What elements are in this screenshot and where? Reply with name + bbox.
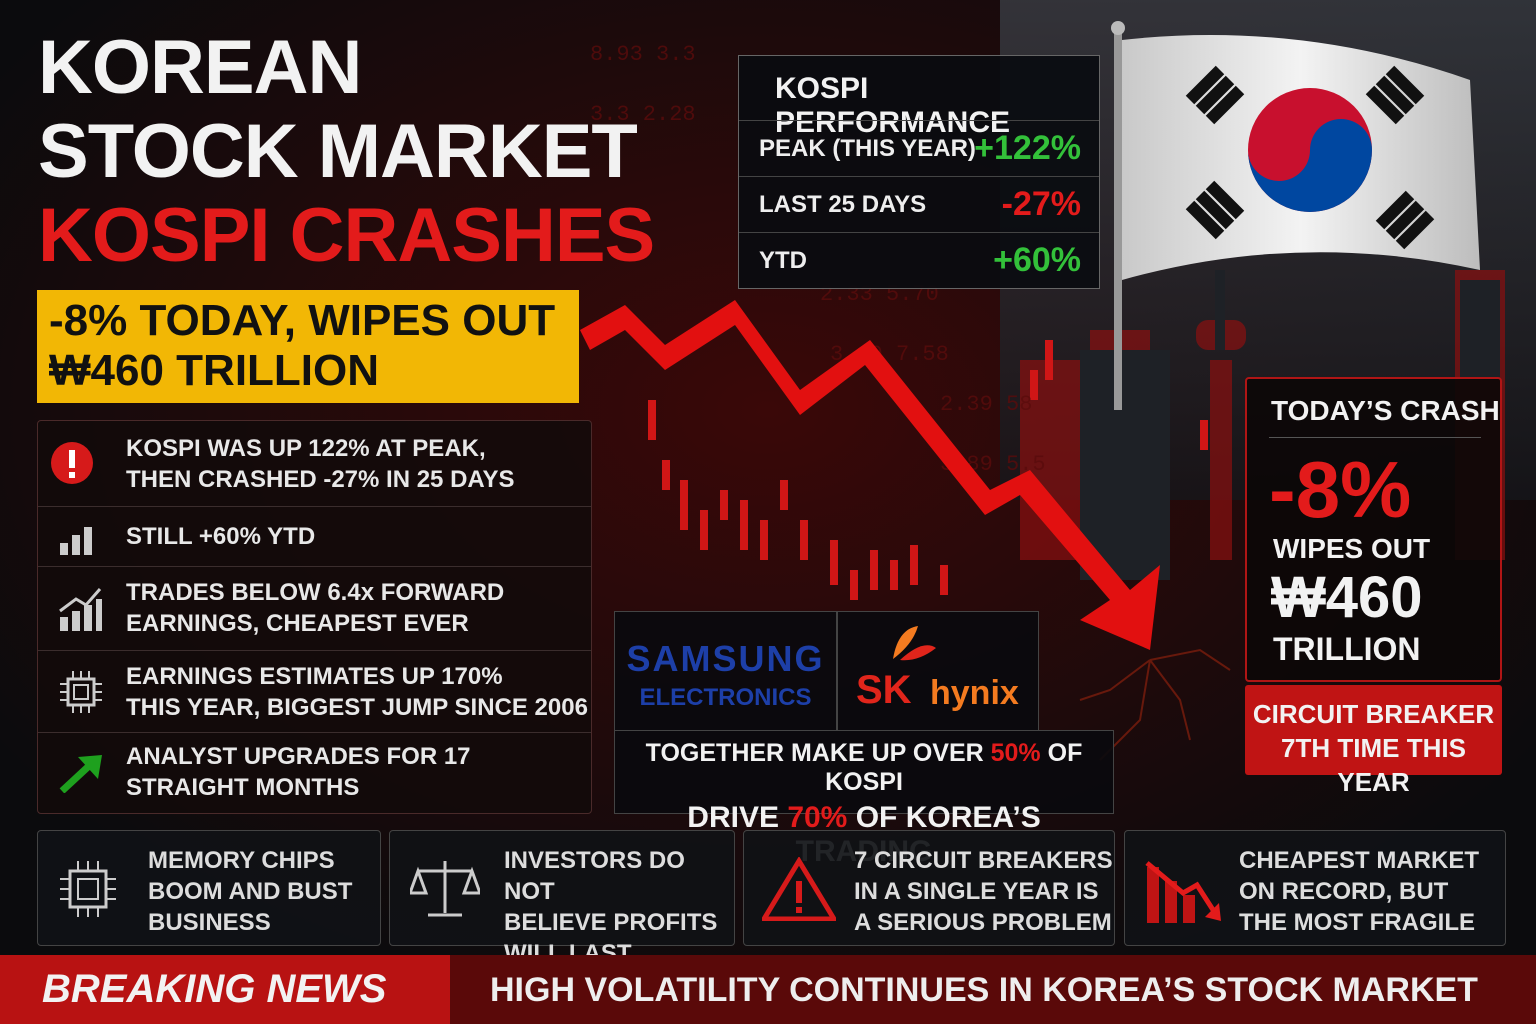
card-line: IN A SINGLE YEAR IS [854, 878, 1099, 905]
performance-title: KOSPI PERFORMANCE [775, 72, 1011, 139]
alert-icon [51, 442, 93, 484]
share-text: DRIVE [687, 801, 788, 834]
card-line: CHEAPEST MARKET [1239, 847, 1480, 874]
row-value: +60% [993, 241, 1081, 279]
point-line: THEN CRASHED -27% IN 25 DAYS [126, 466, 515, 493]
crash-box: TODAY’S CRASH -8% WIPES OUT ₩460 TRILLIO… [1245, 377, 1502, 682]
point: EARNINGS ESTIMATES UP 170% THIS YEAR, BIG… [38, 651, 591, 733]
row-label: LAST 25 DAYS [759, 191, 927, 218]
card-line: ON RECORD, BUT [1239, 878, 1449, 905]
point-line: KOSPI WAS UP 122% AT PEAK, [126, 435, 486, 462]
crash-amount: ₩460 [1271, 565, 1423, 630]
sk-hynix-logo: SK hynix [837, 611, 1039, 731]
point: KOSPI WAS UP 122% AT PEAK, THEN CRASHED -… [38, 421, 591, 507]
card: INVESTORS DO NOT BELIEVE PROFITS WILL LAST [389, 830, 735, 967]
samsung-logo: SAMSUNG ELECTRONICS [614, 611, 837, 731]
row-label: PEAK (THIS YEAR) [759, 135, 976, 162]
headline-line: STOCK MARKET [38, 109, 638, 194]
point-text: EARNINGS ESTIMATES UP 170% THIS YEAR, BIG… [126, 661, 588, 723]
point-line: TRADES BELOW 6.4x FORWARD [126, 579, 505, 606]
sk-butterfly [893, 626, 936, 661]
performance-row: LAST 25 DAYS -27% [739, 176, 1099, 232]
banner-line: ₩460 TRILLION [49, 346, 380, 395]
card-line: BUSINESS [148, 909, 271, 936]
performance-row: PEAK (THIS YEAR) +122% [739, 120, 1099, 176]
growth-icon [59, 588, 102, 631]
ticker-label: BREAKING NEWS [42, 967, 387, 1011]
ticker: BREAKING NEWS HIGH VOLATILITY CONTINUES … [0, 955, 1536, 1024]
card-line: MEMORY CHIPS [148, 847, 335, 874]
card-text: 7 CIRCUIT BREAKERS IN A SINGLE YEAR IS A S… [854, 845, 1113, 938]
ticker-label-box: BREAKING NEWS [0, 955, 450, 1024]
chip-icon [60, 861, 116, 917]
hynix-text: hynix [930, 674, 1019, 712]
card-line: THE MOST FRAGILE [1239, 909, 1475, 936]
decline-icon [1145, 861, 1221, 923]
card-line: BOOM AND BUST [148, 878, 353, 905]
warning-icon [762, 857, 836, 921]
crash-value: -8% [1269, 445, 1412, 534]
share-text: OF KOSPI [825, 739, 1083, 796]
point-text: TRADES BELOW 6.4x FORWARD EARNINGS, CHEAP… [126, 577, 504, 639]
divider [1269, 437, 1481, 438]
crash-line: TRILLION [1273, 631, 1421, 667]
headline-line: KOREAN [38, 25, 362, 110]
scale-icon [410, 861, 480, 917]
card-line: INVESTORS DO NOT [504, 847, 685, 905]
svg-text:8.93 3.3: 8.93 3.3 [590, 42, 696, 67]
point: TRADES BELOW 6.4x FORWARD EARNINGS, CHEAP… [38, 567, 591, 651]
share-text: TOGETHER MAKE UP OVER [645, 739, 991, 767]
card-text: MEMORY CHIPS BOOM AND BUST BUSINESS [148, 845, 352, 938]
ticker-text: HIGH VOLATILITY CONTINUES IN KOREA’S STO… [490, 971, 1478, 1009]
headline-line: KOSPI CRASHES [38, 193, 655, 278]
share-highlight: 70% [787, 801, 848, 834]
circuit-line: CIRCUIT BREAKER [1252, 699, 1495, 729]
card-line: 7 CIRCUIT BREAKERS [854, 847, 1113, 874]
share-line: TOGETHER MAKE UP OVER 50% OF KOSPI [615, 739, 1113, 797]
point-text: KOSPI WAS UP 122% AT PEAK, THEN CRASHED -… [126, 433, 515, 495]
banner-line: -8% TODAY, WIPES OUT [49, 296, 556, 345]
chip-icon [60, 671, 102, 713]
sk-text: SK [856, 668, 912, 712]
up-arrow-icon [59, 755, 102, 793]
samsung-name: SAMSUNG [626, 638, 825, 679]
performance-row: YTD +60% [739, 232, 1099, 288]
point: STILL +60% YTD [38, 507, 591, 567]
card-text: CHEAPEST MARKET ON RECORD, BUT THE MOST FR… [1239, 845, 1479, 938]
point-line: ANALYST UPGRADES FOR 17 [126, 743, 471, 770]
point-text: ANALYST UPGRADES FOR 17 STRAIGHT MONTHS [126, 741, 471, 803]
row-value: -27% [1001, 185, 1081, 223]
performance-table: KOSPI PERFORMANCE PEAK (THIS YEAR) +122% … [738, 55, 1100, 289]
share-highlight: 50% [990, 739, 1041, 767]
point-line: EARNINGS, CHEAPEST EVER [126, 610, 469, 637]
circuit-box: CIRCUIT BREAKER 7TH TIME THIS YEAR [1245, 685, 1502, 797]
point-text: STILL +60% YTD [126, 521, 315, 552]
card: CHEAPEST MARKET ON RECORD, BUT THE MOST FR… [1124, 830, 1506, 946]
card-line: A SERIOUS PROBLEM [854, 909, 1112, 936]
card: 7 CIRCUIT BREAKERS IN A SINGLE YEAR IS A S… [743, 830, 1115, 946]
svg-text:2.39 58: 2.39 58 [940, 392, 1032, 417]
banner: -8% TODAY, WIPES OUT ₩460 TRILLION [37, 290, 579, 403]
card: MEMORY CHIPS BOOM AND BUST BUSINESS [37, 830, 381, 946]
samsung-sub: ELECTRONICS [639, 684, 812, 711]
crash-title: TODAY’S CRASH [1271, 395, 1500, 426]
point-line: EARNINGS ESTIMATES UP 170% [126, 663, 503, 690]
point-line: STILL +60% YTD [126, 523, 316, 550]
card-line: BELIEVE PROFITS [504, 909, 718, 936]
key-points: KOSPI WAS UP 122% AT PEAK, THEN CRASHED -… [37, 420, 592, 814]
card-text: INVESTORS DO NOT BELIEVE PROFITS WILL LAST [504, 845, 734, 969]
point-line: THIS YEAR, BIGGEST JUMP SINCE 2006 [126, 694, 588, 721]
point-line: STRAIGHT MONTHS [126, 774, 360, 801]
share-box: TOGETHER MAKE UP OVER 50% OF KOSPI DRIVE… [614, 730, 1114, 868]
bar-icon [60, 527, 92, 555]
row-value: +122% [974, 129, 1081, 167]
svg-text:3.3 2.28: 3.3 2.28 [590, 102, 696, 127]
circuit-line: 7TH TIME THIS YEAR [1281, 733, 1466, 797]
row-label: YTD [759, 247, 807, 274]
point: ANALYST UPGRADES FOR 17 STRAIGHT MONTHS [38, 733, 591, 813]
crash-line: WIPES OUT [1273, 533, 1431, 564]
